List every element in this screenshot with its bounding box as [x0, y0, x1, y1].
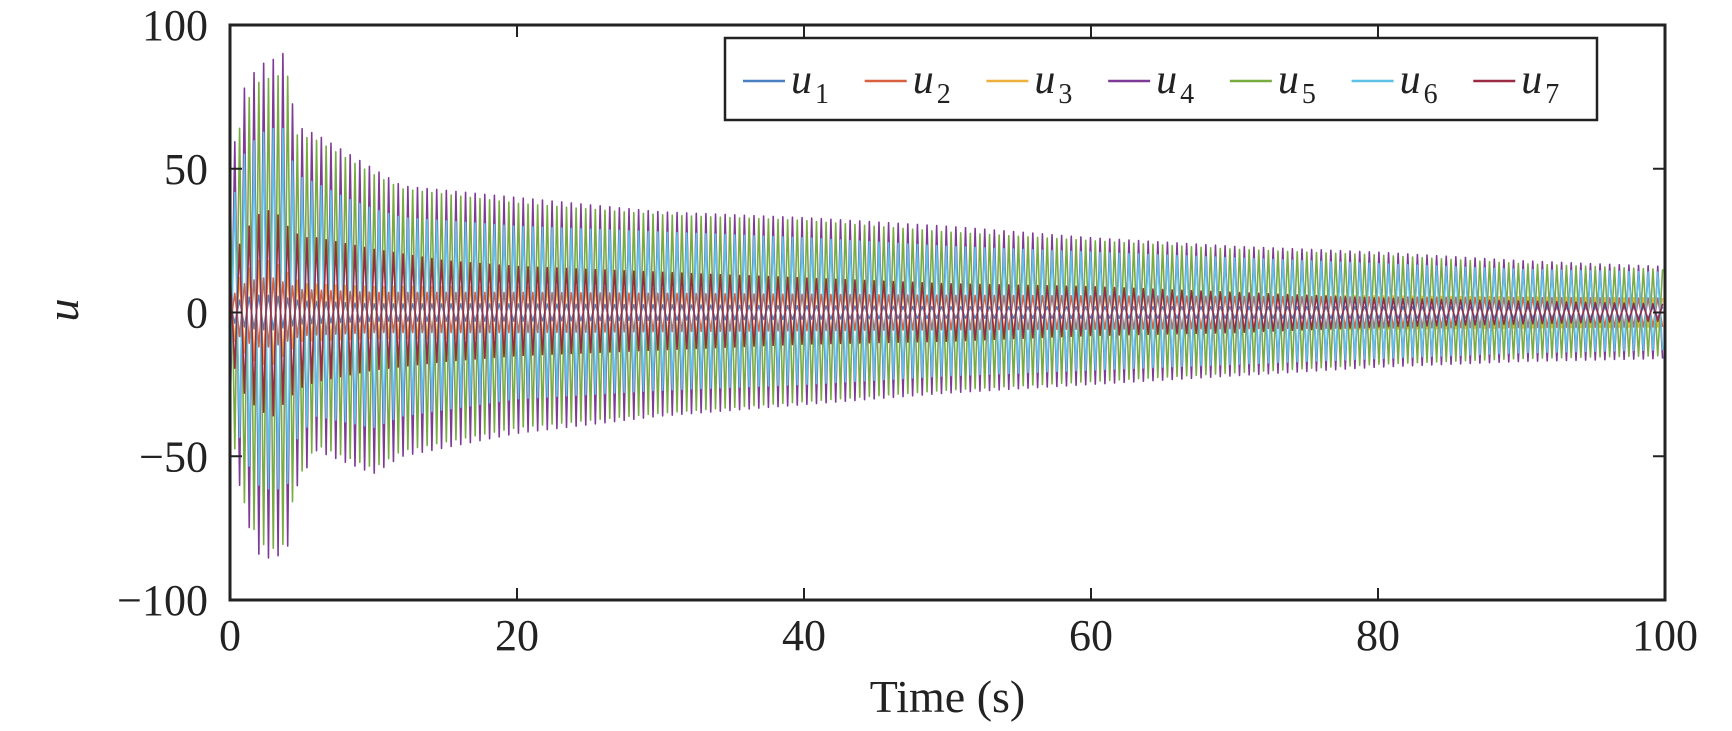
- series-line-u7: [229, 210, 1664, 417]
- plot-lines: [229, 52, 1664, 559]
- tick-labels: 0 20 40 60 80 100 −100 −50 0 50 100: [117, 1, 1698, 660]
- y-tick-label-50: 50: [164, 145, 208, 194]
- series-line-u6: [229, 127, 1664, 490]
- y-tick-label-100: 100: [142, 1, 208, 50]
- y-tick-label-0: 0: [186, 289, 208, 338]
- y-tick-label--50: −50: [139, 432, 208, 481]
- y-axis-label: u: [37, 299, 88, 322]
- x-tick-label-20: 20: [495, 611, 539, 660]
- legend-box: [723, 36, 1599, 122]
- y-tick-label--100: −100: [117, 576, 208, 625]
- x-tick-label-80: 80: [1356, 611, 1400, 660]
- x-tick-label-100: 100: [1632, 611, 1698, 660]
- x-tick-label-40: 40: [782, 611, 826, 660]
- series-line-u5: [229, 74, 1664, 549]
- x-axis-label: Time (s): [870, 671, 1026, 722]
- axis-ticks: [229, 24, 1666, 601]
- x-tick-label-0: 0: [219, 611, 241, 660]
- x-tick-label-60: 60: [1069, 611, 1113, 660]
